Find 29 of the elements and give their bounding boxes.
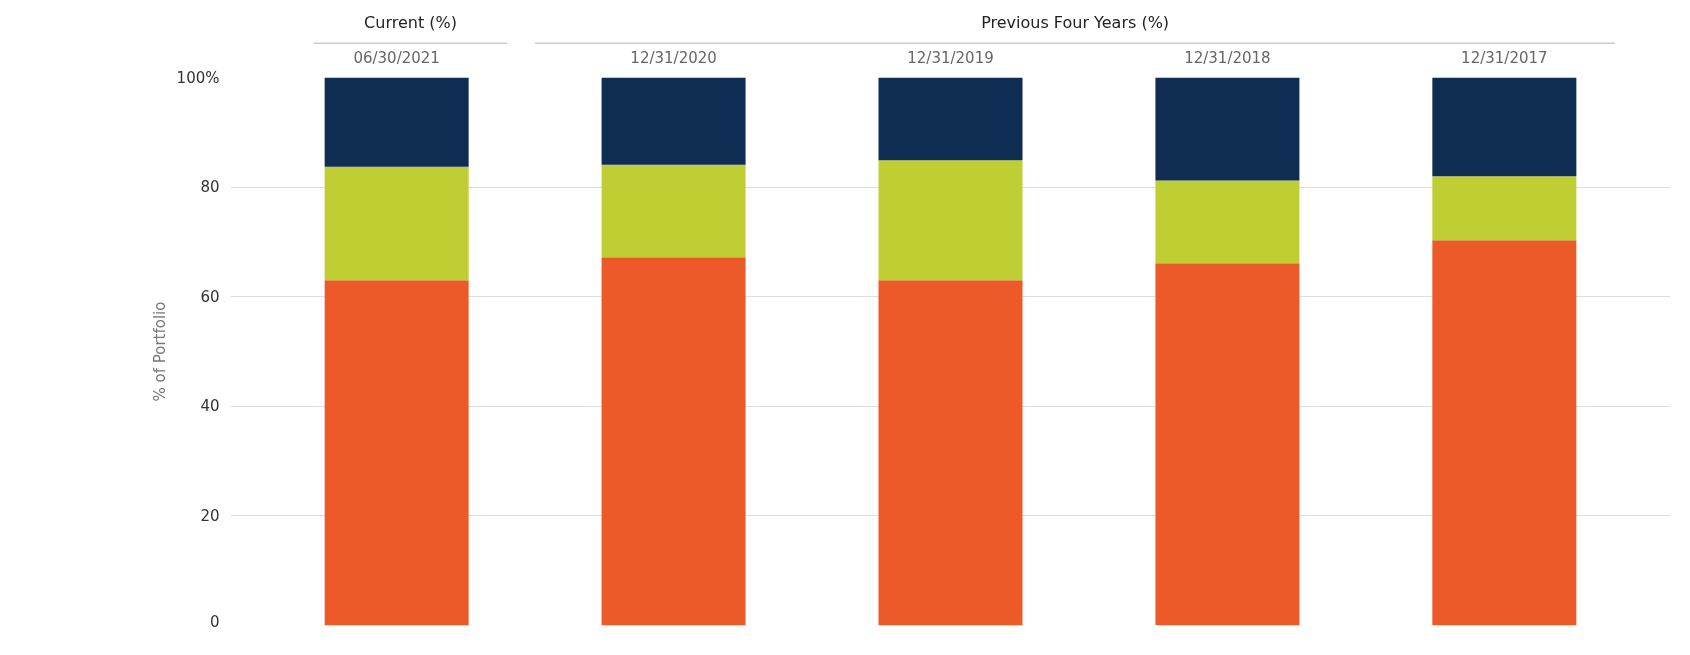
- y-axis-title: % of Portfolio: [150, 301, 169, 402]
- bar: [1155, 263, 1300, 626]
- bar: [878, 280, 1023, 626]
- bar: [878, 160, 1023, 281]
- x-tick-label: 06/30/2021: [353, 48, 440, 67]
- y-tick-label: 60: [200, 287, 220, 306]
- y-tick-label: 80: [200, 178, 220, 197]
- x-tick-label: 12/31/2017: [1461, 48, 1548, 67]
- x-tick-label: 12/31/2020: [630, 48, 717, 67]
- bar: [601, 257, 746, 626]
- text: Current (%): [364, 13, 457, 32]
- bar: [601, 77, 746, 165]
- bar: [1432, 240, 1577, 626]
- bar: [324, 280, 469, 626]
- bar: [324, 166, 469, 281]
- y-tick-label: 0: [209, 612, 220, 631]
- bar: [324, 77, 469, 167]
- y-tick-label: 20: [200, 506, 220, 525]
- bar: [878, 77, 1023, 161]
- y-tick-label: 40: [200, 397, 220, 416]
- x-tick-label: 12/31/2019: [907, 48, 994, 67]
- x-tick-label: 12/31/2018: [1184, 48, 1271, 67]
- bar: [1432, 77, 1577, 177]
- bar: [601, 164, 746, 258]
- bar: [1432, 176, 1577, 241]
- text: Previous Four Years (%): [981, 13, 1170, 32]
- bar: [1155, 77, 1300, 181]
- bar: [1155, 180, 1300, 264]
- y-tick-label: 100%: [176, 68, 220, 87]
